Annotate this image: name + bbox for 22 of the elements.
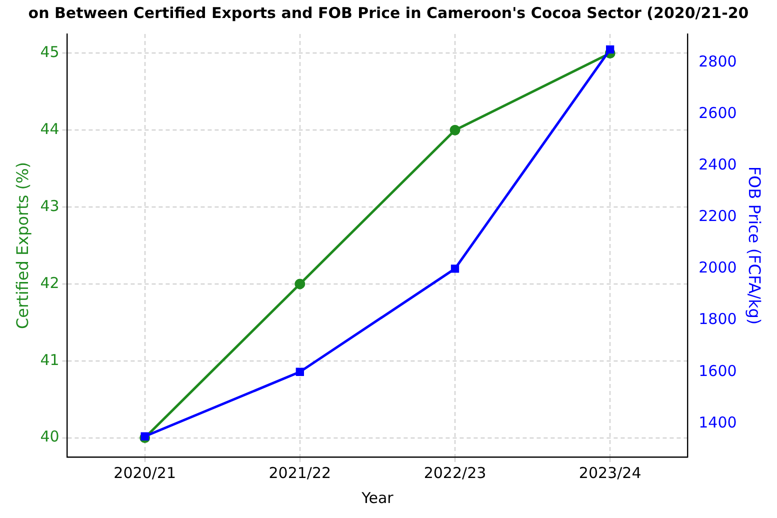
x-axis-title: Year [360,488,394,507]
y-axis-title: Certified Exports (%) [12,162,32,329]
y-tick-label: 44 [40,120,60,138]
y2-tick-label: 2800 [698,52,737,70]
y2-tick-label: 1800 [698,310,737,328]
y2-tick-label: 1400 [698,413,737,432]
x-tick-label: 2022/23 [424,464,486,482]
y-tick-label: 43 [40,196,60,215]
y2-tick-label: 2200 [698,207,737,226]
y2-tick-label: 2600 [698,104,737,122]
x-tick-label: 2020/21 [114,464,176,482]
y2-tick-label: 1600 [698,362,737,380]
x-tick-label: 2021/22 [268,464,332,482]
y-tick-label: 42 [40,274,60,292]
x-tick-label: 2023/24 [578,464,642,482]
y2-axis-title: FOB Price (FCFA/kg) [745,166,764,325]
y-tick-label: 40 [40,428,60,446]
y-tick-label: 41 [40,350,60,369]
y2-tick-label: 2400 [698,155,737,174]
y-tick-label: 45 [40,43,60,62]
y2-tick-label: 2000 [698,258,737,277]
chart-title: on Between Certified Exports and FOB Price in Cameroon's Cocoa Sector (2020/21-20 [27,4,750,22]
